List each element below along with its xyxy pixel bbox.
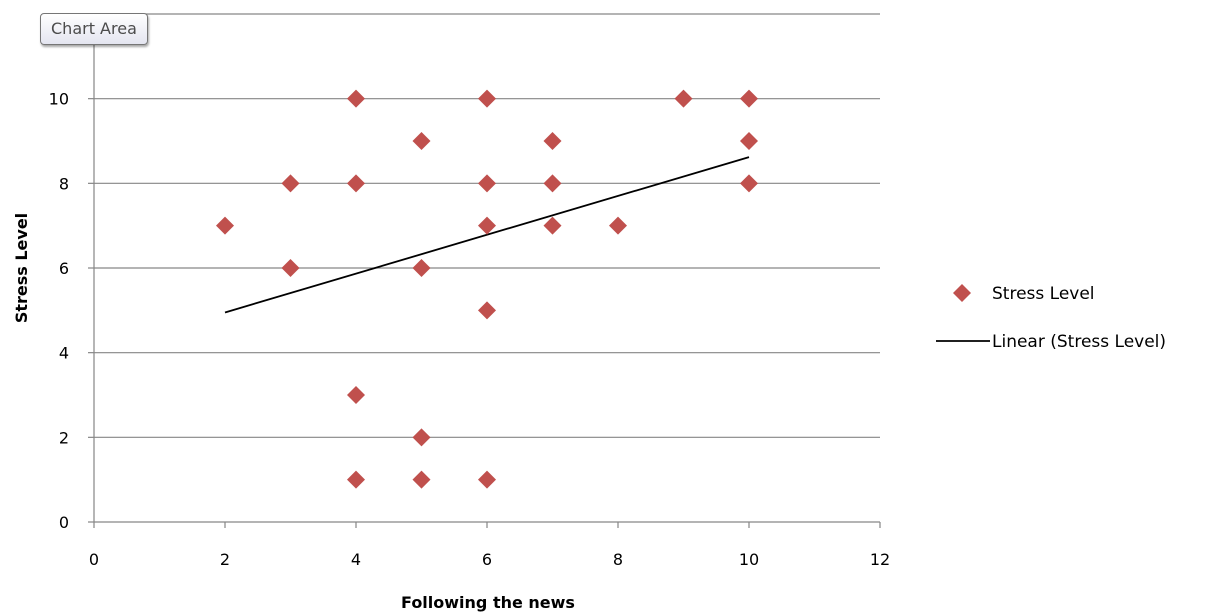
x-axis-title: Following the news — [401, 593, 575, 612]
data-point — [543, 216, 562, 235]
data-point — [347, 89, 365, 108]
y-tick-label: 6 — [59, 259, 69, 278]
data-point — [740, 174, 758, 193]
y-tick-label: 2 — [59, 428, 69, 447]
x-tick-label: 6 — [482, 550, 492, 569]
data-point — [609, 216, 627, 235]
legend-label-stress-level: Stress Level — [992, 284, 1095, 304]
data-point — [740, 132, 758, 150]
data-point — [543, 132, 562, 150]
trendline — [224, 156, 750, 314]
data-points — [216, 89, 758, 489]
data-point — [347, 174, 365, 193]
data-point — [412, 470, 431, 489]
x-tick-label: 12 — [870, 550, 890, 569]
x-tick-label: 2 — [220, 550, 230, 569]
data-point — [412, 428, 431, 447]
legend-label-trendline: Linear (Stress Level) — [992, 332, 1166, 352]
data-point — [281, 259, 300, 277]
data-point — [478, 216, 496, 235]
data-point — [740, 89, 758, 108]
legend-marker-stress-level — [953, 284, 971, 302]
trendline-layer — [224, 156, 750, 314]
axes — [88, 14, 881, 528]
x-tick-labels: 0 2 4 6 8 10 12 — [89, 550, 890, 569]
legend: Stress Level Linear (Stress Level) — [936, 284, 1166, 352]
y-axis-title: Stress Level — [12, 213, 31, 323]
x-tick-label: 10 — [739, 550, 759, 569]
data-point — [478, 470, 496, 489]
y-tick-labels: 0 2 4 6 8 10 — [49, 90, 69, 532]
y-tick-label: 4 — [59, 344, 69, 363]
data-point — [478, 174, 496, 193]
y-tick-label: 0 — [59, 513, 69, 532]
chart-area-tooltip: Chart Area — [40, 13, 148, 45]
y-tick-label: 8 — [59, 174, 69, 193]
y-tick-label: 10 — [49, 90, 69, 109]
data-point — [543, 174, 562, 193]
data-point — [347, 470, 365, 489]
data-point — [674, 89, 693, 108]
x-tick-label: 4 — [351, 550, 361, 569]
data-point — [412, 259, 431, 277]
x-tick-label: 0 — [89, 550, 99, 569]
data-point — [412, 132, 431, 150]
data-point — [478, 89, 496, 108]
data-point — [281, 174, 300, 193]
x-tick-label: 8 — [613, 550, 623, 569]
data-point — [216, 216, 234, 235]
data-point — [478, 301, 496, 320]
data-point — [347, 386, 365, 404]
